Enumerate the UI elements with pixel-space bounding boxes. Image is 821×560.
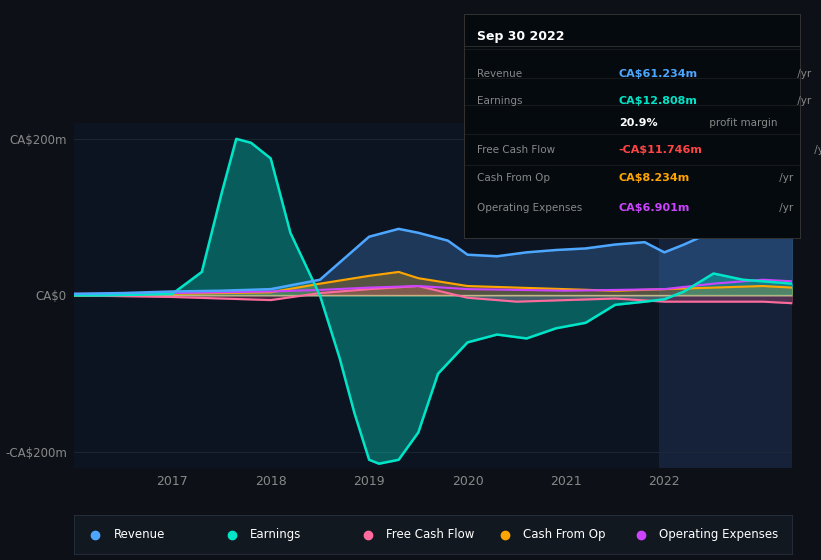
Text: -CA$11.746m: -CA$11.746m bbox=[619, 145, 703, 155]
Text: /yr: /yr bbox=[794, 96, 811, 106]
Text: Operating Expenses: Operating Expenses bbox=[477, 203, 583, 213]
Text: Cash From Op: Cash From Op bbox=[477, 173, 550, 183]
Text: Earnings: Earnings bbox=[477, 96, 523, 106]
Text: CA$8.234m: CA$8.234m bbox=[619, 173, 690, 183]
Text: CA$61.234m: CA$61.234m bbox=[619, 69, 698, 79]
Text: CA$6.901m: CA$6.901m bbox=[619, 203, 690, 213]
Text: profit margin: profit margin bbox=[706, 118, 777, 128]
Text: CA$12.808m: CA$12.808m bbox=[619, 96, 698, 106]
Text: Earnings: Earnings bbox=[250, 528, 301, 542]
Text: Free Cash Flow: Free Cash Flow bbox=[477, 145, 556, 155]
Bar bbox=[659, 123, 792, 468]
Text: Revenue: Revenue bbox=[113, 528, 165, 542]
Text: Cash From Op: Cash From Op bbox=[523, 528, 605, 542]
Text: Free Cash Flow: Free Cash Flow bbox=[387, 528, 475, 542]
Text: Revenue: Revenue bbox=[477, 69, 522, 79]
Text: Sep 30 2022: Sep 30 2022 bbox=[477, 30, 565, 43]
Text: 20.9%: 20.9% bbox=[619, 118, 658, 128]
Text: Operating Expenses: Operating Expenses bbox=[659, 528, 778, 542]
Text: /yr: /yr bbox=[776, 203, 793, 213]
Text: /yr: /yr bbox=[794, 69, 811, 79]
Text: /yr: /yr bbox=[776, 173, 793, 183]
Text: /yr: /yr bbox=[811, 145, 821, 155]
